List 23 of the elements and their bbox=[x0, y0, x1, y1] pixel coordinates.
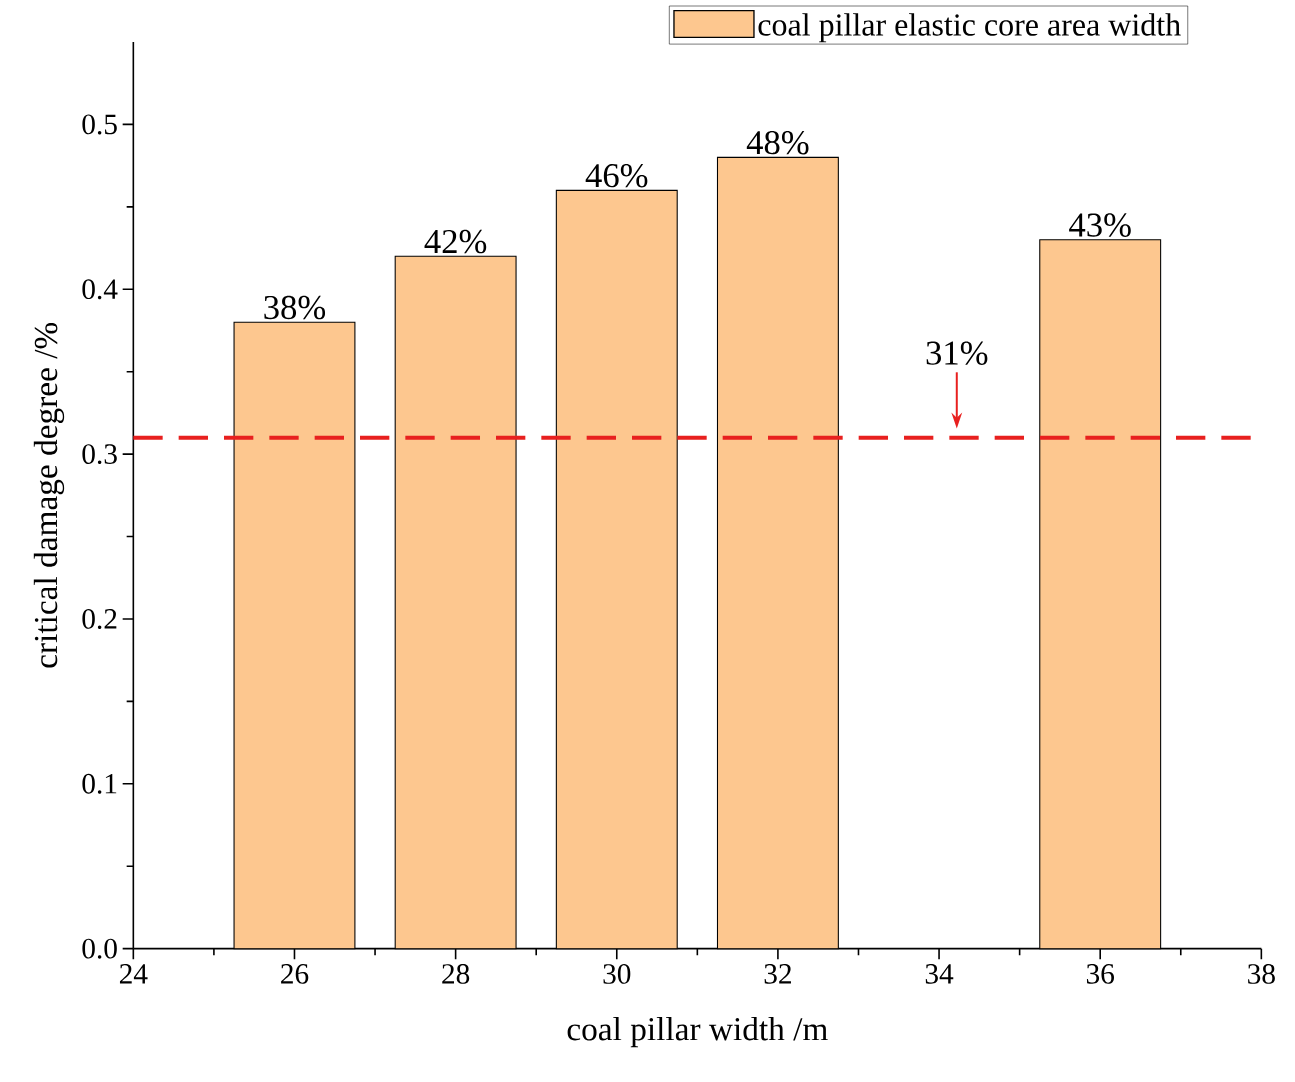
y-tick-label: 0.3 bbox=[82, 444, 117, 465]
y-tick-label: 0.4 bbox=[82, 279, 118, 300]
y-axis-title: critical damage degree /% bbox=[33, 322, 65, 668]
data-label: 42% bbox=[424, 229, 487, 254]
y-tick-label: 0.1 bbox=[82, 773, 117, 794]
x-tick-label: 26 bbox=[281, 964, 309, 984]
x-tick-label: 24 bbox=[119, 964, 148, 984]
y-tick-label: 0.5 bbox=[82, 114, 117, 135]
x-axis-title: coal pillar width /m bbox=[567, 1016, 828, 1048]
data-label: 38% bbox=[264, 295, 326, 320]
y-tick-label: 0.2 bbox=[82, 609, 117, 629]
x-tick-label: 34 bbox=[925, 964, 954, 984]
ref-line-label: 31% bbox=[926, 341, 988, 365]
data-label: 46% bbox=[585, 163, 648, 188]
x-tick-label: 32 bbox=[764, 964, 791, 984]
legend-label: coal pillar elastic core area width bbox=[758, 13, 1181, 43]
y-tick-label: 0.0 bbox=[82, 938, 117, 959]
data-label: 43% bbox=[1069, 213, 1131, 237]
x-tick-label: 38 bbox=[1248, 964, 1275, 984]
data-label: 48% bbox=[746, 130, 809, 155]
x-tick-label: 30 bbox=[603, 964, 631, 984]
x-tick-label: 36 bbox=[1086, 964, 1114, 984]
x-tick-label: 28 bbox=[442, 964, 470, 984]
